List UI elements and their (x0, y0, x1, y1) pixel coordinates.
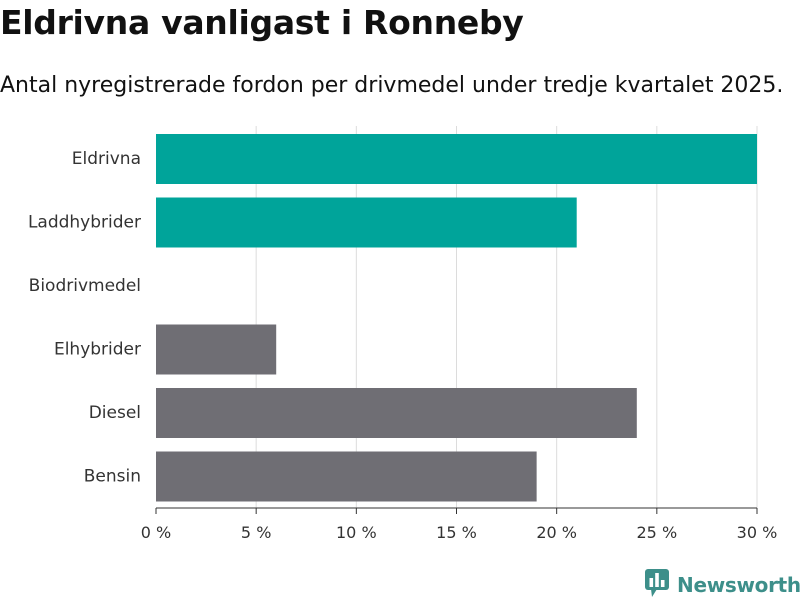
x-tick-label: 0 % (141, 523, 171, 542)
newsworthy-brand: Newsworthy (644, 568, 800, 602)
category-label: Biodrivmedel (29, 276, 141, 296)
x-tick-label: 30 % (737, 523, 778, 542)
x-tick-label: 25 % (637, 523, 678, 542)
x-tick-label: 15 % (436, 523, 477, 542)
category-label: Bensin (84, 467, 141, 487)
category-label: Elhybrider (54, 340, 141, 360)
bar-laddhybrider (156, 197, 577, 248)
x-tick-label: 5 % (241, 523, 271, 542)
category-label: Diesel (89, 403, 141, 423)
brand-name: Newsworthy (677, 573, 800, 597)
bar-diesel (156, 388, 637, 438)
bars (156, 134, 757, 502)
x-tick-label: 10 % (336, 523, 377, 542)
category-labels: Eldrivna Laddhybrider Biodrivmedel Elhybrid… (28, 149, 141, 487)
x-axis: 0 % 5 % 10 % 15 % 20 % 25 % 30 % (141, 507, 778, 542)
category-label: Laddhybrider (28, 213, 141, 233)
newsworthy-logo-icon (644, 568, 670, 602)
bar-elhybrider (156, 324, 277, 375)
category-label: Eldrivna (72, 149, 141, 169)
chart-title: Eldrivna vanligast i Ronneby (0, 3, 524, 42)
chart-subtitle: Antal nyregistrerade fordon per drivmede… (0, 73, 784, 98)
gridlines (255, 126, 758, 508)
x-tick-label: 20 % (536, 523, 577, 542)
bar-bensin (156, 451, 537, 502)
bar-eldrivna (156, 134, 757, 184)
